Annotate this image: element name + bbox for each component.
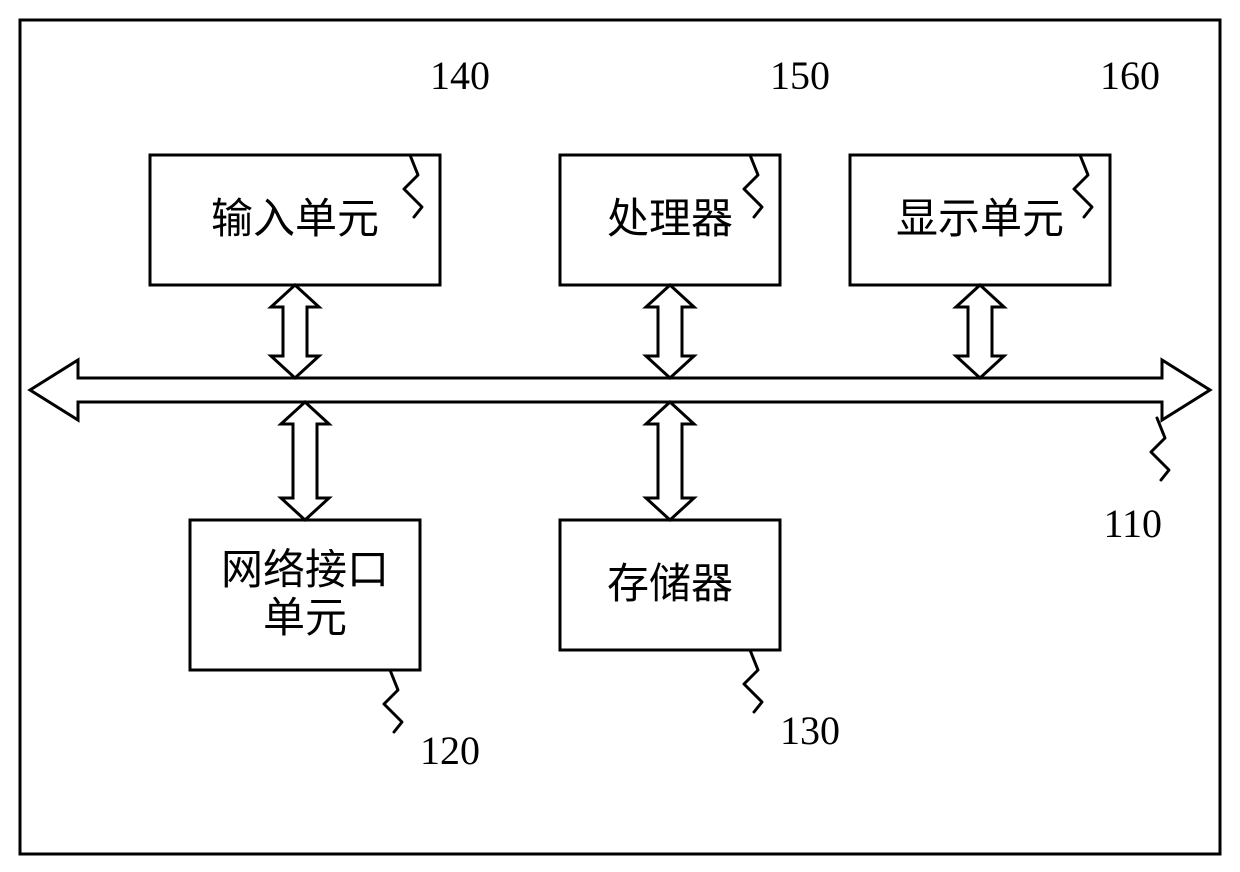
ref-memory-leader: [744, 650, 762, 712]
block-netif: [190, 520, 420, 670]
block-memory-label-line-0: 存储器: [607, 562, 733, 608]
connector-input: [271, 285, 319, 378]
diagram-stage: 输入单元 140 处理器 150 显示单元 160 网络接口单元 120 存储器 130 110: [0, 0, 1240, 872]
ref-netif-number: 120: [420, 728, 480, 773]
block-netif-label-line-1: 单元: [263, 596, 347, 642]
connector-cpu: [646, 285, 694, 378]
ref-display-number: 160: [1100, 53, 1160, 98]
system-bus: [30, 360, 1210, 420]
ref-bus-leader: [1151, 418, 1169, 480]
connector-display: [956, 285, 1004, 378]
connector-netif: [281, 402, 329, 520]
diagram-svg: 输入单元 140 处理器 150 显示单元 160 网络接口单元 120 存储器 130 110: [0, 0, 1240, 872]
ref-netif-leader: [384, 670, 402, 732]
block-cpu-label-line-0: 处理器: [607, 197, 733, 243]
ref-cpu-number: 150: [770, 53, 830, 98]
connector-memory: [646, 402, 694, 520]
block-netif-label-line-0: 网络接口: [221, 547, 389, 594]
ref-memory-number: 130: [780, 708, 840, 753]
block-input-label-line-0: 输入单元: [211, 197, 379, 243]
ref-bus-number: 110: [1103, 501, 1162, 546]
outer-border: [20, 20, 1220, 854]
block-display-label-line-0: 显示单元: [896, 197, 1064, 243]
ref-input-number: 140: [430, 53, 490, 98]
